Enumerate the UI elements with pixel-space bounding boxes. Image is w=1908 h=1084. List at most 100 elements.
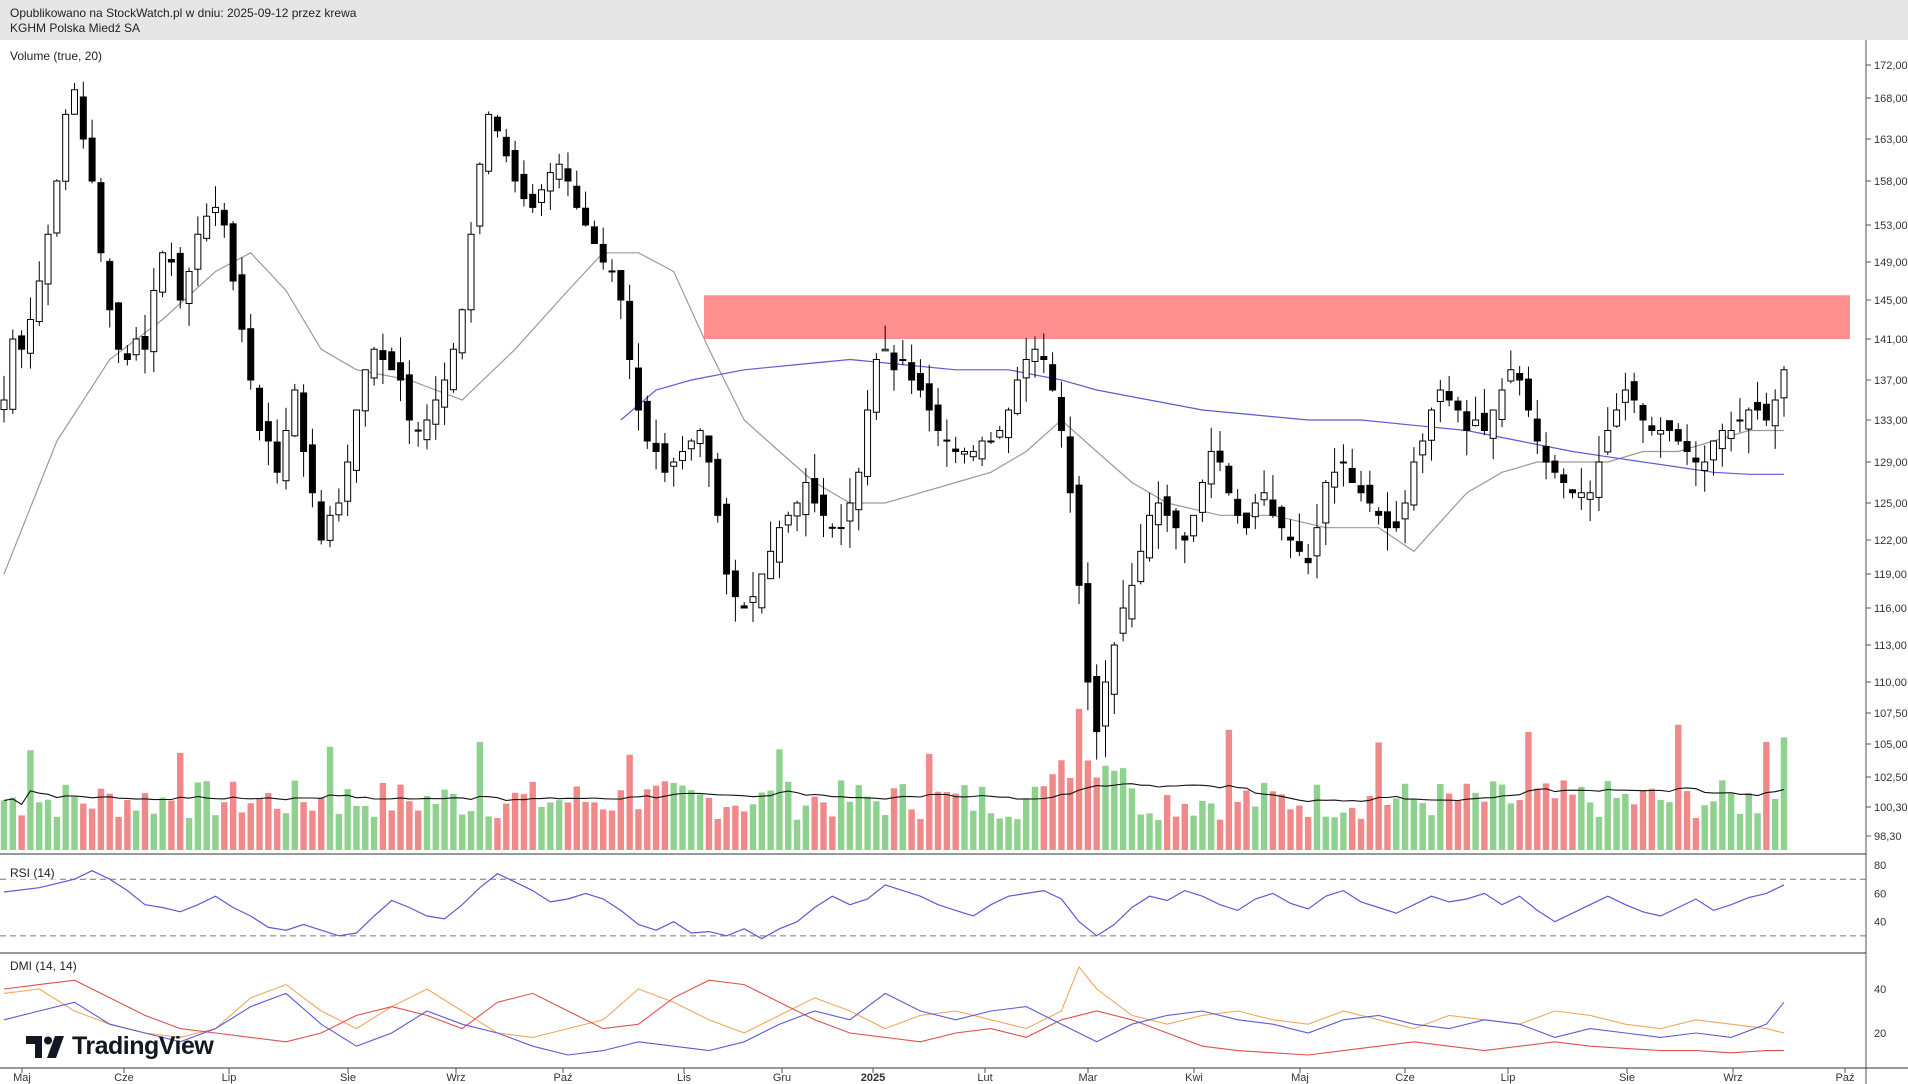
candle-body (388, 351, 396, 371)
candle-body (361, 369, 369, 412)
candle-body (1101, 681, 1109, 727)
candle-body (326, 514, 334, 541)
price-chart[interactable]: 172,00 168,00 163,00 158,00 153,00 149,00 145,… (0, 40, 1908, 1084)
candle-body (1163, 496, 1171, 516)
price-tick-label: 98,30 (1874, 831, 1902, 843)
candle-body (978, 440, 986, 460)
candle-body (1022, 359, 1030, 379)
candle-body (881, 348, 889, 352)
candle-body (1621, 389, 1629, 403)
candle-body (828, 526, 836, 529)
volume-bar (1296, 805, 1303, 850)
volume-bar (1163, 795, 1171, 850)
candle-body (211, 206, 219, 214)
volume-bar (1569, 794, 1576, 850)
price-tick-label: 141,00 (1874, 334, 1908, 346)
candle-body (1692, 457, 1700, 463)
candle-body (1295, 541, 1303, 552)
candle-body (1066, 436, 1074, 494)
candle-body (1551, 460, 1559, 473)
candle-body (282, 430, 290, 482)
volume-bar (1075, 708, 1083, 850)
volume-bar (864, 796, 871, 850)
time-tick-label: Gru (773, 1072, 791, 1084)
rsi-panel-label: RSI (14) (8, 866, 57, 880)
candle-body (1216, 450, 1224, 463)
volume-bar (1093, 777, 1100, 850)
volume-bar (265, 793, 272, 850)
volume-bar (1648, 788, 1656, 850)
volume-bar (1771, 798, 1779, 850)
volume-bar (917, 819, 924, 850)
candle-body (590, 226, 598, 244)
volume-bar (1490, 781, 1497, 850)
candle-body (943, 439, 951, 442)
volume-bar (1181, 803, 1188, 850)
candle-body (256, 387, 264, 431)
volume-bar (432, 803, 439, 850)
volume-bar (282, 813, 290, 850)
volume-bar (1216, 819, 1224, 850)
candle-body (1269, 499, 1277, 516)
volume-bar (344, 789, 351, 850)
volume-bar (1313, 784, 1321, 850)
time-tick-label: Wrz (1723, 1072, 1742, 1084)
rsi-line (3, 870, 1785, 940)
candle-body (714, 458, 722, 516)
volume-bar (1252, 806, 1259, 850)
price-tick-label: 153,00 (1874, 220, 1908, 232)
dmi-panel-label: DMI (14, 14) (8, 959, 79, 973)
candle-body (1207, 451, 1215, 485)
resistance-zone (704, 295, 1850, 339)
candle-body (247, 328, 255, 381)
price-tick-label: 129,00 (1874, 457, 1908, 469)
volume-bar (326, 746, 334, 850)
candle-body (1013, 379, 1021, 414)
candle-body (502, 136, 510, 157)
candle-body (1665, 420, 1673, 431)
price-tick-label: 133,00 (1874, 415, 1908, 427)
candle-body (582, 207, 590, 226)
volume-bar (635, 809, 642, 850)
time-tick-label: 2025 (861, 1072, 885, 1084)
candle-body (141, 336, 149, 350)
candle-body (1375, 510, 1383, 516)
volume-bar (1745, 792, 1752, 850)
candle-body (643, 400, 651, 442)
volume-bar (961, 785, 968, 850)
volume-bar (1542, 783, 1550, 850)
volume-bar (300, 802, 307, 850)
volume-bar (802, 805, 810, 850)
candle-body (1683, 440, 1691, 453)
candle-body (1560, 474, 1568, 484)
candle-body (1225, 465, 1233, 494)
volume-bar (229, 781, 237, 850)
volume-bar (1234, 801, 1241, 850)
time-tick-label: Cze (114, 1072, 134, 1084)
volume-bar (1190, 815, 1197, 850)
candle-body (1119, 607, 1127, 634)
price-tick-label: 119,00 (1874, 569, 1907, 581)
volume-bar (1111, 770, 1118, 850)
volume-bar (1472, 792, 1479, 850)
volume-bar (97, 788, 105, 850)
volume-bar (758, 792, 766, 850)
volume-bar (740, 811, 748, 850)
volume-bar (1058, 760, 1065, 850)
volume-bar (1454, 800, 1462, 850)
volume-bar (388, 810, 395, 850)
time-tick-label: Lip (222, 1072, 237, 1084)
volume-bar (1146, 813, 1153, 850)
volume-bar (362, 805, 369, 850)
volume-bar (124, 800, 131, 850)
candle-body (599, 243, 607, 263)
volume-bar (1560, 780, 1567, 850)
volume-bar (1067, 777, 1074, 850)
volume-bar (177, 752, 184, 850)
volume-bar (696, 794, 704, 850)
candle-body (987, 440, 995, 443)
candle-body (26, 319, 34, 354)
candle-body (1084, 583, 1092, 683)
volume-bar (591, 802, 598, 850)
volume-bar (626, 754, 633, 850)
